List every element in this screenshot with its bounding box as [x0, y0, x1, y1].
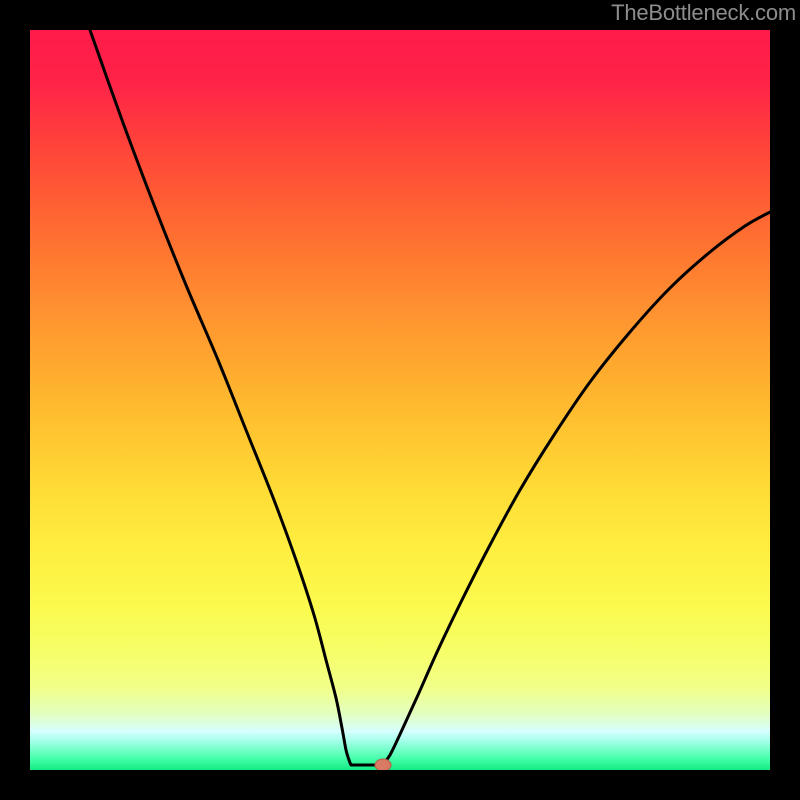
gradient-background — [30, 30, 770, 770]
minimum-point-marker — [375, 759, 391, 770]
bottleneck-curve-plot — [30, 30, 770, 770]
chart-frame: TheBottleneck.com — [0, 0, 800, 800]
watermark-text: TheBottleneck.com — [611, 0, 796, 26]
plot-area — [30, 30, 770, 770]
